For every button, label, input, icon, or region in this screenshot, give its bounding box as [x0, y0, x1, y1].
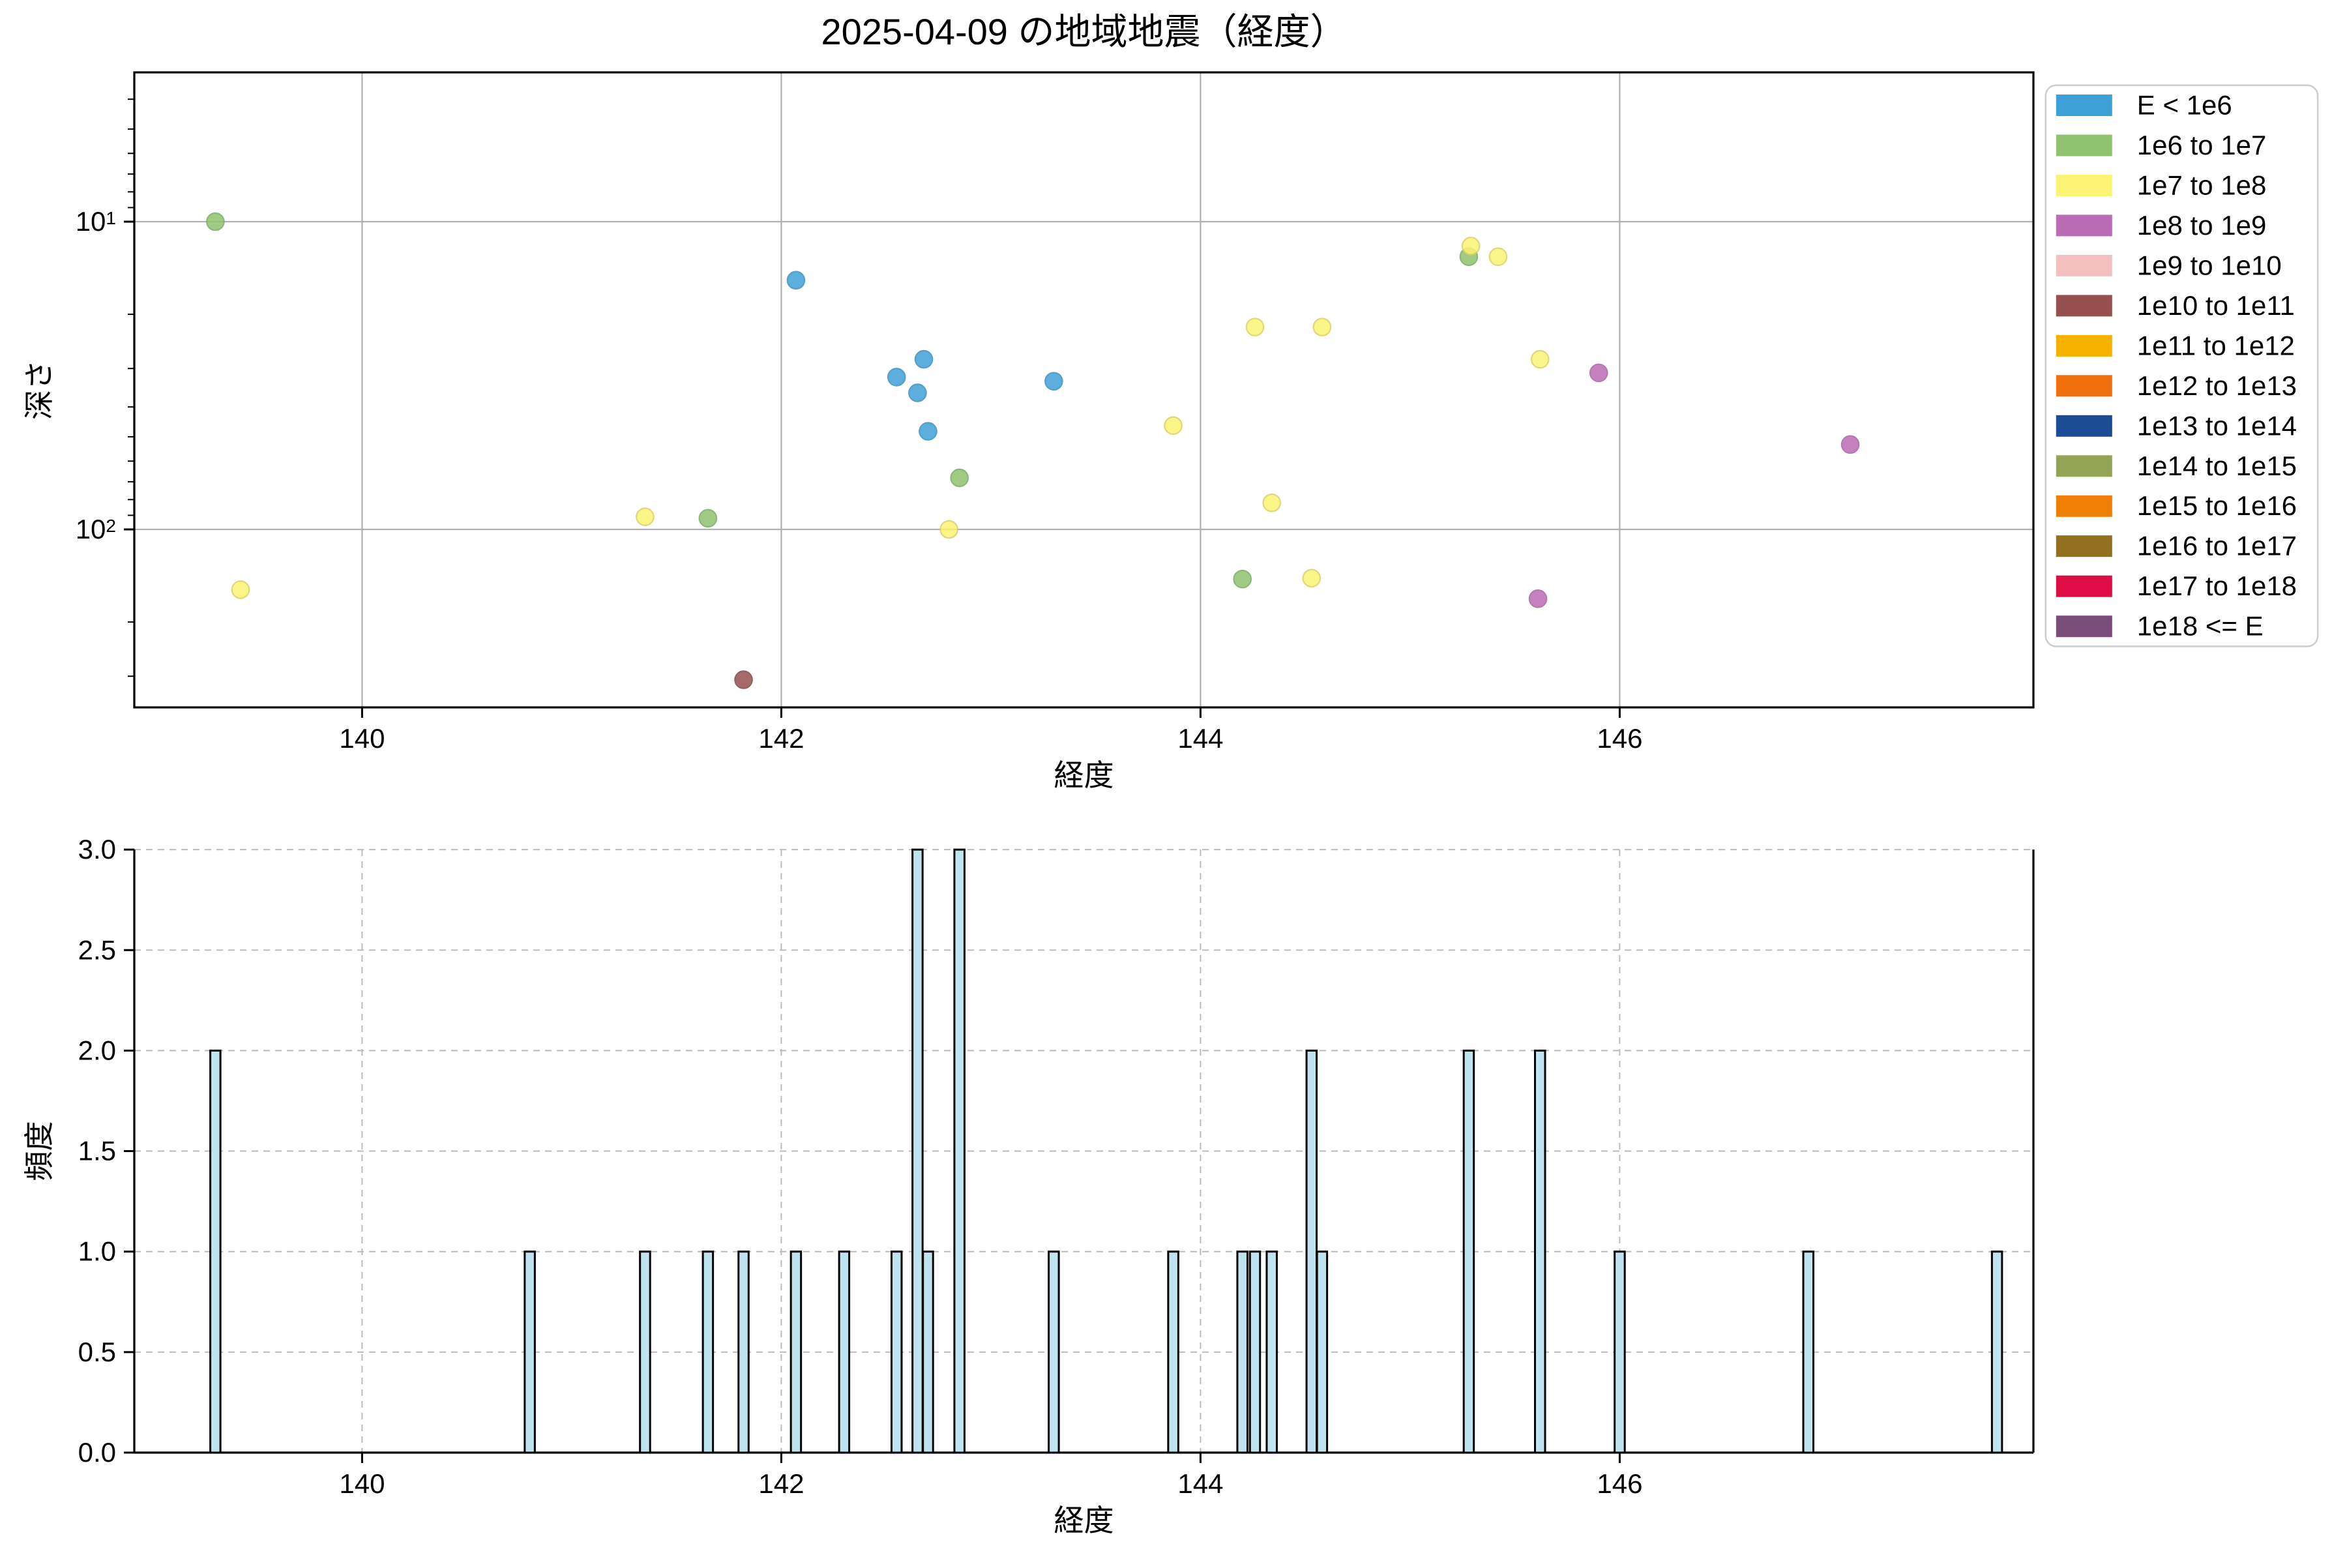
svg-text:142: 142 — [758, 1468, 804, 1499]
svg-text:1e11 to 1e12: 1e11 to 1e12 — [2137, 330, 2295, 361]
svg-text:1.0: 1.0 — [78, 1236, 116, 1267]
svg-text:3.0: 3.0 — [78, 834, 116, 865]
svg-text:1.5: 1.5 — [78, 1136, 116, 1166]
svg-text:E < 1e6: E < 1e6 — [2137, 90, 2232, 121]
svg-text:0.0: 0.0 — [78, 1437, 116, 1468]
svg-text:140: 140 — [339, 1468, 385, 1499]
svg-text:0.5: 0.5 — [78, 1337, 116, 1367]
svg-text:2025-04-09 の地域地震（経度）: 2025-04-09 の地域地震（経度） — [821, 11, 1346, 52]
svg-text:144: 144 — [1177, 1468, 1223, 1499]
svg-text:2.0: 2.0 — [78, 1035, 116, 1065]
svg-text:140: 140 — [339, 723, 385, 754]
svg-text:経度: 経度 — [1054, 1503, 1114, 1537]
svg-text:146: 146 — [1597, 723, 1642, 754]
svg-text:1e15 to 1e16: 1e15 to 1e16 — [2137, 490, 2297, 521]
svg-text:1e10 to 1e11: 1e10 to 1e11 — [2137, 290, 2295, 321]
svg-text:1e13 to 1e14: 1e13 to 1e14 — [2137, 410, 2297, 441]
svg-text:頻度: 頻度 — [22, 1121, 56, 1181]
svg-text:146: 146 — [1597, 1468, 1642, 1499]
svg-text:1e7 to 1e8: 1e7 to 1e8 — [2137, 170, 2267, 201]
svg-text:1e8 to 1e9: 1e8 to 1e9 — [2137, 210, 2267, 241]
svg-text:1e12 to 1e13: 1e12 to 1e13 — [2137, 370, 2297, 401]
svg-text:経度: 経度 — [1054, 758, 1114, 792]
svg-text:1e14 to 1e15: 1e14 to 1e15 — [2137, 451, 2297, 481]
svg-text:1e6 to 1e7: 1e6 to 1e7 — [2137, 130, 2267, 160]
svg-text:1e16 to 1e17: 1e16 to 1e17 — [2137, 531, 2297, 561]
svg-text:1e17 to 1e18: 1e17 to 1e18 — [2137, 570, 2297, 601]
svg-text:深さ: 深さ — [22, 360, 56, 420]
svg-text:142: 142 — [758, 723, 804, 754]
svg-text:2.5: 2.5 — [78, 934, 116, 965]
svg-text:1e9 to 1e10: 1e9 to 1e10 — [2137, 250, 2282, 280]
svg-text:144: 144 — [1177, 723, 1223, 754]
svg-text:1e18 <= E: 1e18 <= E — [2137, 611, 2264, 642]
